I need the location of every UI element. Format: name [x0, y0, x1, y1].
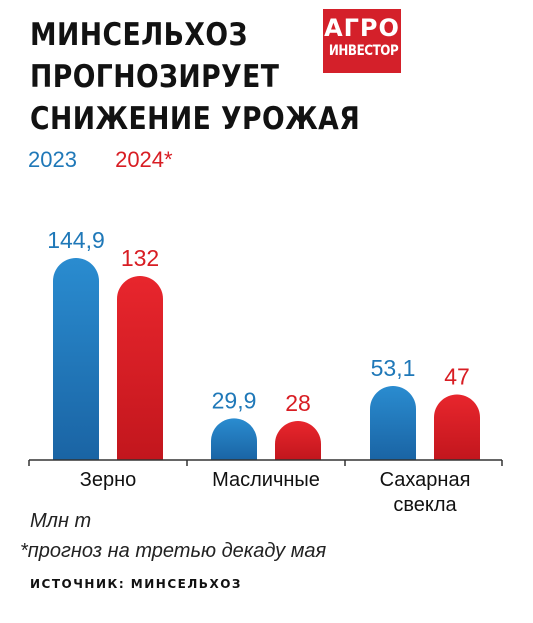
data-label-1-0: 29,9 — [212, 387, 257, 413]
bar-0-0 — [53, 258, 99, 460]
data-label-1-1: 28 — [285, 390, 311, 416]
legend: 2023 2024* — [28, 147, 205, 173]
footnote: *прогноз на третью декаду мая — [20, 540, 327, 562]
bar-1-1 — [275, 420, 321, 460]
logo-line-1: АГРО — [324, 14, 400, 42]
bar-1-0 — [211, 418, 257, 460]
data-label-2-0: 53,1 — [371, 355, 416, 381]
unit-label: Млн т — [30, 510, 92, 532]
category-label-0-0: Зерно — [80, 469, 137, 491]
legend-2023: 2023 — [28, 147, 77, 172]
bar-2-1 — [434, 394, 480, 460]
title-line-1: МИНСЕЛЬХОЗ — [30, 17, 248, 53]
agroinvestor-logo: АГРО ИНВЕСТОР — [323, 9, 401, 73]
data-label-0-1: 132 — [121, 245, 159, 271]
logo-line-2: ИНВЕСТОР — [328, 43, 399, 59]
category-label-1-0: Масличные — [212, 469, 320, 491]
category-label-2-1: свекла — [393, 494, 457, 516]
legend-2024: 2024* — [115, 147, 173, 172]
source-label: ИСТОЧНИК: МИНСЕЛЬХОЗ — [30, 577, 242, 591]
title-line-2: ПРОГНОЗИРУЕТ — [30, 59, 280, 95]
data-label-0-0: 144,9 — [47, 227, 105, 253]
bar-0-1 — [117, 275, 163, 460]
bar-2-0 — [370, 385, 416, 460]
data-label-2-1: 47 — [444, 363, 470, 389]
category-label-2-0: Сахарная — [380, 469, 471, 491]
